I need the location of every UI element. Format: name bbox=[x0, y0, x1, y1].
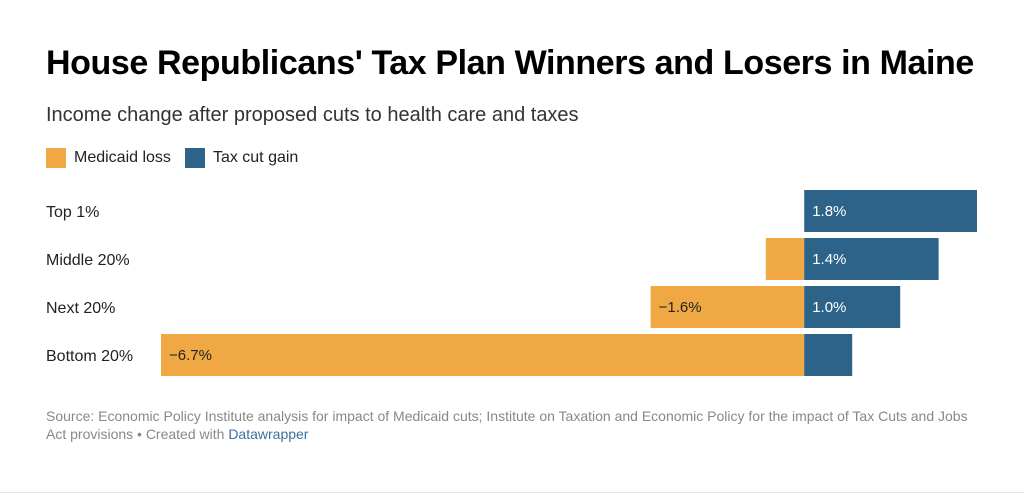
data-label-medicaid: −1.6% bbox=[659, 299, 702, 316]
bar-medicaid-loss bbox=[161, 334, 805, 376]
bar-tax-cut-gain bbox=[804, 334, 853, 376]
row-label: Next 20% bbox=[46, 300, 115, 317]
legend-label-tax: Tax cut gain bbox=[212, 149, 299, 166]
bar-tax-cut-gain bbox=[804, 286, 901, 328]
chart-title: House Republicans' Tax Plan Winners and … bbox=[46, 44, 974, 82]
bar-medicaid-loss bbox=[765, 238, 805, 280]
source-text: Source: Economic Policy Institute analys… bbox=[46, 408, 968, 442]
chart-subtitle: Income change after proposed cuts to hea… bbox=[46, 104, 579, 126]
legend-swatch-tax bbox=[184, 148, 205, 168]
legend-swatch-medicaid bbox=[46, 148, 66, 168]
row-label: Bottom 20% bbox=[46, 348, 133, 365]
data-label-tax: 1.4% bbox=[812, 251, 846, 268]
bar-tax-cut-gain bbox=[804, 238, 939, 280]
legend: Medicaid loss Tax cut gain bbox=[46, 146, 312, 170]
data-label-tax: 1.8% bbox=[812, 203, 846, 220]
row-label: Middle 20% bbox=[46, 252, 130, 269]
bar-medicaid-loss bbox=[650, 286, 805, 328]
bar-chart: Top 1% 1.8% Middle 20% 1.4% Next 20% −1.6% 1.0… bbox=[46, 190, 977, 376]
row-label: Top 1% bbox=[46, 204, 99, 221]
source-note: Source: Economic Policy Institute analys… bbox=[46, 407, 976, 443]
legend-item-tax: Tax cut gain bbox=[184, 148, 299, 168]
datawrapper-link[interactable]: Datawrapper bbox=[228, 426, 309, 442]
legend-item-medicaid: Medicaid loss bbox=[46, 148, 171, 168]
legend-label-medicaid: Medicaid loss bbox=[74, 149, 171, 166]
bar-tax-cut-gain bbox=[804, 190, 977, 232]
data-label-medicaid: −6.7% bbox=[169, 347, 212, 364]
data-label-tax: 1.0% bbox=[812, 299, 846, 316]
bottom-divider bbox=[0, 492, 1024, 493]
